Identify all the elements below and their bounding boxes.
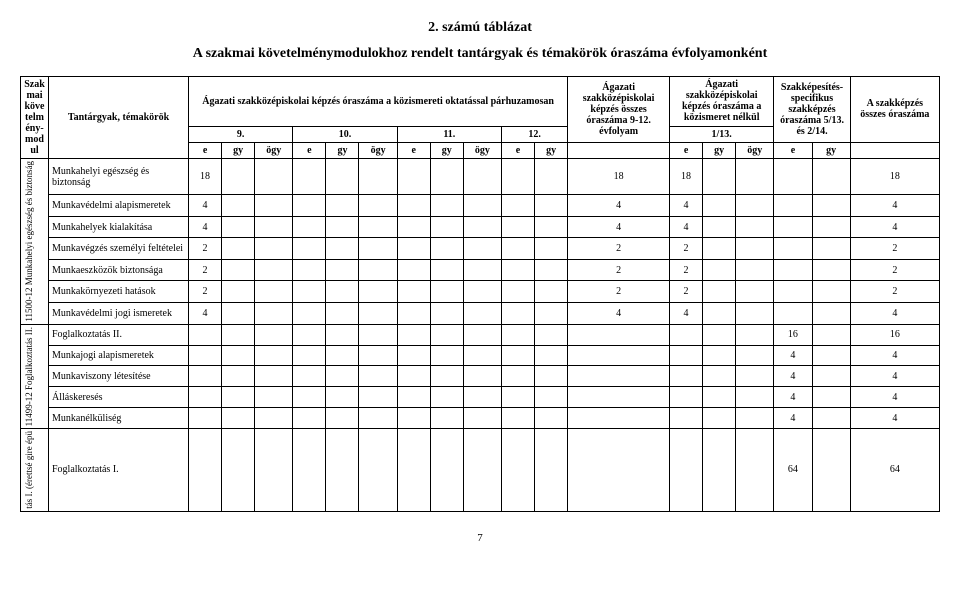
sub-e: e	[293, 142, 326, 158]
table-row: Munkahelyek kialakítása 4 4 4 4	[21, 216, 940, 238]
row-name: Munkavégzés személyi feltételei	[49, 238, 189, 260]
row-name: Munkaviszony létesítése	[49, 366, 189, 387]
header-grade-12: 12.	[501, 126, 567, 142]
header-subjects: Tantárgyak, témakörök	[49, 77, 189, 159]
header-nelkul-group: Ágazati szakközépiskolai képzés óraszáma…	[670, 77, 774, 127]
sub-gy: gy	[812, 142, 850, 158]
row-name: Munkahelyi egészség és biztonság	[49, 159, 189, 195]
header-spec: Szakképesítés-specifikus szakképzés óras…	[774, 77, 850, 143]
header-parhuzamos-group: Ágazati szakközépiskolai képzés óraszáma…	[189, 77, 568, 127]
table-main-title: A szakmai követelménymodulokhoz rendelt …	[20, 46, 940, 62]
sub-e: e	[774, 142, 812, 158]
sub-gy: gy	[430, 142, 463, 158]
table-row: Munkavédelmi jogi ismeretek 4 4 4 4	[21, 303, 940, 325]
header-grade-11: 11.	[397, 126, 501, 142]
module-code: tás I. (érettsé gire épü	[21, 429, 49, 512]
row-name: Munkajogi alapismeretek	[49, 345, 189, 366]
main-table: Szakmai követelmény-modul Tantárgyak, té…	[20, 76, 940, 512]
sub-gy: gy	[222, 142, 255, 158]
row-name: Munkakörnyezeti hatások	[49, 281, 189, 303]
table-row: tás I. (érettsé gire épü Foglalkoztatás …	[21, 429, 940, 512]
table-row: Munkakörnyezeti hatások 2 2 2 2	[21, 281, 940, 303]
page-container: 2. számú táblázat A szakmai követelménym…	[20, 20, 940, 544]
sub-blank	[850, 142, 939, 158]
cell-total: 18	[850, 159, 939, 195]
table-row: Munkavédelmi alapismeretek 4 4 4 4	[21, 195, 940, 217]
sub-e: e	[501, 142, 534, 158]
table-number-title: 2. számú táblázat	[20, 20, 940, 36]
table-row: 11499-12 Foglalkoztatás II. Foglalkoztat…	[21, 324, 940, 345]
table-row: Munkavégzés személyi feltételei 2 2 2 2	[21, 238, 940, 260]
row-name: Foglalkoztatás I.	[49, 429, 189, 512]
header-total: A szakképzés összes óraszáma	[850, 77, 939, 143]
table-row: 11500-12 Munkahelyi egészség és biztonsá…	[21, 159, 940, 195]
module-code: 11499-12 Foglalkoztatás II.	[21, 324, 49, 428]
header-grade-9: 9.	[189, 126, 293, 142]
header-module: Szakmai követelmény-modul	[21, 77, 49, 159]
page-number: 7	[20, 532, 940, 544]
header-grade-10: 10.	[293, 126, 397, 142]
table-row: Álláskeresés 4 4	[21, 387, 940, 408]
sub-ogy: ögy	[255, 142, 293, 158]
sub-ogy: ögy	[736, 142, 774, 158]
sub-ogy: ögy	[463, 142, 501, 158]
sub-e: e	[397, 142, 430, 158]
row-name: Foglalkoztatás II.	[49, 324, 189, 345]
cell-sum912: 18	[568, 159, 670, 195]
module-code: 11500-12 Munkahelyi egészség és biztonsá…	[21, 159, 49, 325]
table-row: Munkajogi alapismeretek 4 4	[21, 345, 940, 366]
table-row: Munkaviszony létesítése 4 4	[21, 366, 940, 387]
row-name: Munkanélküliség	[49, 408, 189, 429]
row-name: Álláskeresés	[49, 387, 189, 408]
cell-113e: 18	[670, 159, 703, 195]
row-name: Munkavédelmi jogi ismeretek	[49, 303, 189, 325]
row-name: Munkaeszközök biztonsága	[49, 259, 189, 281]
sub-blank	[568, 142, 670, 158]
sub-e: e	[189, 142, 222, 158]
sub-gy: gy	[703, 142, 736, 158]
row-name: Munkahelyek kialakítása	[49, 216, 189, 238]
row-name: Munkavédelmi alapismeretek	[49, 195, 189, 217]
sub-e: e	[670, 142, 703, 158]
sub-gy: gy	[326, 142, 359, 158]
header-sum912: Ágazati szakközépiskolai képzés összes ó…	[568, 77, 670, 143]
header-grade-113: 1/13.	[670, 126, 774, 142]
sub-ogy: ögy	[359, 142, 397, 158]
cell-9e: 18	[189, 159, 222, 195]
table-row: Munkanélküliség 4 4	[21, 408, 940, 429]
table-row: Munkaeszközök biztonsága 2 2 2 2	[21, 259, 940, 281]
sub-gy: gy	[535, 142, 568, 158]
cell-spec-e: 16	[774, 324, 812, 345]
cell-total: 16	[850, 324, 939, 345]
